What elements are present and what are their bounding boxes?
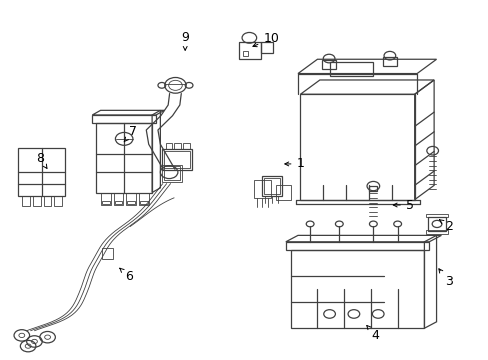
Text: 3: 3: [438, 269, 452, 288]
Bar: [139, 193, 148, 205]
Bar: [165, 143, 172, 149]
Bar: [254, 180, 271, 198]
Bar: [260, 42, 272, 53]
Text: 7: 7: [124, 125, 136, 142]
Bar: [427, 217, 446, 231]
Bar: [242, 51, 248, 56]
Bar: [114, 193, 123, 205]
Bar: [369, 186, 376, 191]
Bar: [382, 58, 396, 66]
Text: 5: 5: [392, 198, 413, 212]
Bar: [183, 143, 189, 149]
Bar: [164, 151, 189, 168]
Bar: [164, 166, 180, 180]
Bar: [238, 42, 260, 59]
Bar: [162, 165, 182, 182]
Bar: [102, 201, 110, 204]
Bar: [425, 213, 447, 217]
Text: 2: 2: [439, 220, 452, 233]
Bar: [261, 176, 282, 196]
Bar: [33, 196, 41, 206]
Text: 1: 1: [284, 157, 304, 170]
Text: 6: 6: [120, 268, 132, 283]
Bar: [264, 178, 279, 194]
Bar: [162, 149, 192, 170]
Bar: [322, 60, 335, 69]
Bar: [329, 62, 372, 76]
Bar: [276, 185, 290, 200]
Text: 4: 4: [366, 325, 379, 342]
Text: 8: 8: [36, 152, 47, 168]
Bar: [174, 143, 181, 149]
Text: 10: 10: [252, 32, 279, 47]
Bar: [425, 230, 447, 234]
Bar: [102, 248, 113, 258]
Bar: [285, 242, 428, 249]
Text: 9: 9: [181, 31, 189, 50]
Bar: [126, 193, 136, 205]
Bar: [19, 148, 64, 196]
Bar: [127, 201, 135, 204]
Bar: [300, 94, 414, 200]
Bar: [22, 196, 30, 206]
Bar: [115, 201, 122, 204]
Bar: [140, 201, 147, 204]
Bar: [96, 123, 152, 193]
Bar: [92, 115, 156, 123]
Bar: [290, 249, 424, 328]
Bar: [43, 196, 51, 206]
Bar: [101, 193, 111, 205]
Bar: [54, 196, 62, 206]
